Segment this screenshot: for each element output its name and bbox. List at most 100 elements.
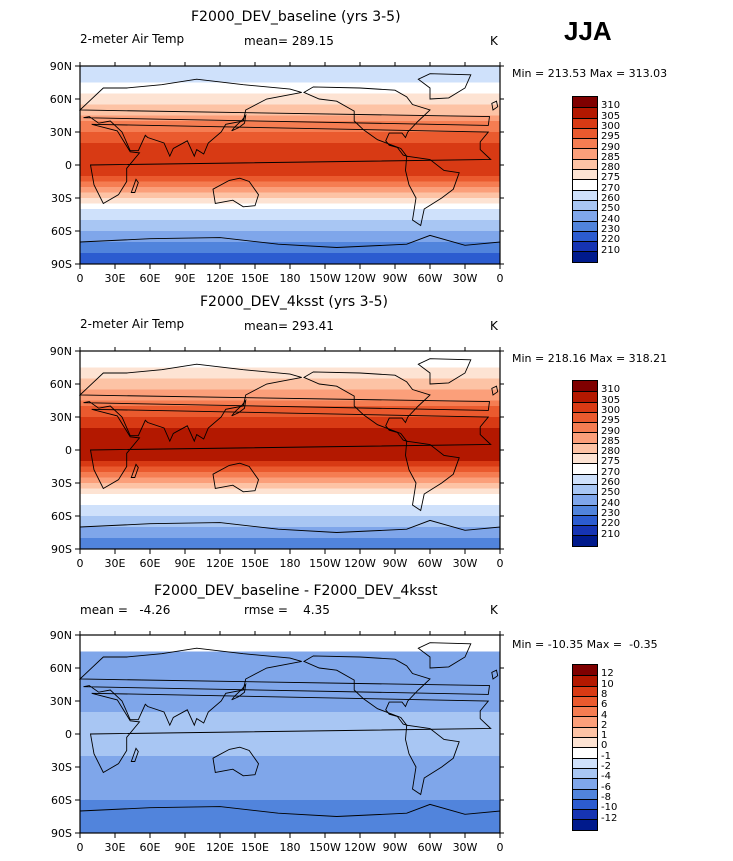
x-tick-label: 60W: [418, 557, 443, 570]
y-tick-label: 90S: [51, 543, 72, 556]
colorbar-label: -8: [601, 791, 611, 803]
colorbar-label: 12: [601, 668, 614, 680]
x-tick-label: 0: [77, 272, 84, 285]
x-tick-label: 120E: [206, 272, 234, 285]
colorbar-swatch: [573, 411, 597, 423]
colorbar-label: 270: [601, 466, 621, 478]
field-band: [80, 657, 500, 663]
x-tick-label: 60W: [418, 272, 443, 285]
field-band: [80, 646, 500, 652]
field-band: [80, 400, 500, 407]
field-band: [80, 422, 500, 429]
field-band: [80, 800, 500, 806]
colorbar-label: 1: [601, 730, 608, 742]
field-band: [80, 543, 500, 550]
mean-label: mean = -4.26: [80, 603, 171, 617]
colorbar-label: -12: [601, 812, 618, 824]
coastline: [212, 746, 259, 777]
field-band: [80, 827, 500, 834]
field-band: [80, 734, 500, 740]
colorbar-swatch: [573, 535, 597, 546]
rmse-label: rmse = 4.35: [244, 603, 330, 617]
season-label: JJA: [564, 16, 612, 46]
colorbar-label: 0: [601, 740, 608, 752]
field-band: [80, 761, 500, 768]
colorbar-label: -2: [601, 761, 611, 772]
field-band: [80, 690, 500, 696]
field-band: [80, 104, 500, 111]
x-tick-label: 60E: [140, 841, 161, 854]
colorbar-swatch: [573, 251, 597, 262]
y-tick-label: 60S: [51, 225, 72, 238]
colorbar-label: 230: [601, 507, 621, 519]
coastline: [417, 642, 472, 669]
field-band: [80, 258, 500, 265]
field-band: [80, 706, 500, 713]
coastline: [491, 385, 499, 396]
colorbar-swatch: [573, 107, 597, 118]
colorbar-swatch: [573, 757, 597, 768]
colorbar-swatch: [573, 675, 597, 686]
field-band: [80, 367, 500, 374]
coastline: [212, 462, 259, 493]
colorbar-swatch: [573, 210, 597, 221]
field-band: [80, 137, 500, 144]
coastline: [231, 113, 247, 132]
field-band: [80, 499, 500, 506]
field-band: [80, 417, 500, 423]
colorbar-swatch: [573, 695, 597, 707]
x-tick-label: 120W: [344, 557, 376, 570]
field-band: [80, 181, 500, 188]
field-band: [80, 805, 500, 812]
units-label: K: [490, 34, 498, 48]
x-tick-label: 150E: [241, 272, 269, 285]
panel-title: F2000_DEV_baseline (yrs 3-5): [191, 9, 401, 25]
field-band: [80, 723, 500, 729]
field-band: [80, 187, 500, 193]
x-tick-label: 90E: [175, 272, 196, 285]
colorbar-swatch: [573, 798, 597, 810]
mean-label: mean= 293.41: [244, 319, 334, 333]
colorbar-label: 285: [601, 151, 621, 163]
colorbar-label: -10: [601, 802, 618, 814]
field-band: [80, 203, 500, 210]
x-tick-label: 30E: [105, 841, 126, 854]
field-band: [80, 745, 500, 751]
field-band: [80, 71, 500, 78]
colorbar-label: 8: [601, 688, 608, 700]
field-band: [80, 651, 500, 658]
x-tick-label: 90E: [175, 841, 196, 854]
field-band: [80, 209, 500, 215]
field-band: [80, 439, 500, 445]
y-tick-label: 90S: [51, 827, 72, 840]
colorbar-label: 280: [601, 162, 621, 174]
y-tick-label: 30S: [51, 761, 72, 774]
y-tick-label: 60N: [50, 662, 72, 675]
field-band: [80, 767, 500, 773]
colorbar-swatch: [573, 767, 597, 779]
field-band: [80, 472, 500, 478]
y-tick-label: 60N: [50, 378, 72, 391]
units-label: K: [490, 319, 498, 333]
field-band: [80, 783, 500, 790]
colorbar-swatch: [573, 169, 597, 180]
colorbar-swatch: [573, 809, 597, 820]
y-tick-label: 30N: [50, 411, 72, 424]
colorbar-label: 250: [601, 203, 621, 215]
field-band: [80, 247, 500, 254]
colorbar-label: 295: [601, 415, 621, 427]
colorbar-label: 250: [601, 487, 621, 499]
field-band: [80, 717, 500, 724]
field-band: [80, 165, 500, 171]
colorbar-swatch: [573, 422, 597, 433]
colorbar-label: -6: [601, 781, 611, 793]
map-plot: 0 30E 60E 90E 120E 150E 180 150W 120W 90W 60W 30W 09…: [50, 60, 504, 285]
field-band: [80, 88, 500, 94]
field-band: [80, 488, 500, 495]
x-tick-label: 120W: [344, 841, 376, 854]
x-tick-label: 120W: [344, 272, 376, 285]
coastline: [405, 724, 460, 796]
field-band: [80, 494, 500, 500]
colorbar-swatch: [573, 494, 597, 505]
field-band: [80, 356, 500, 363]
